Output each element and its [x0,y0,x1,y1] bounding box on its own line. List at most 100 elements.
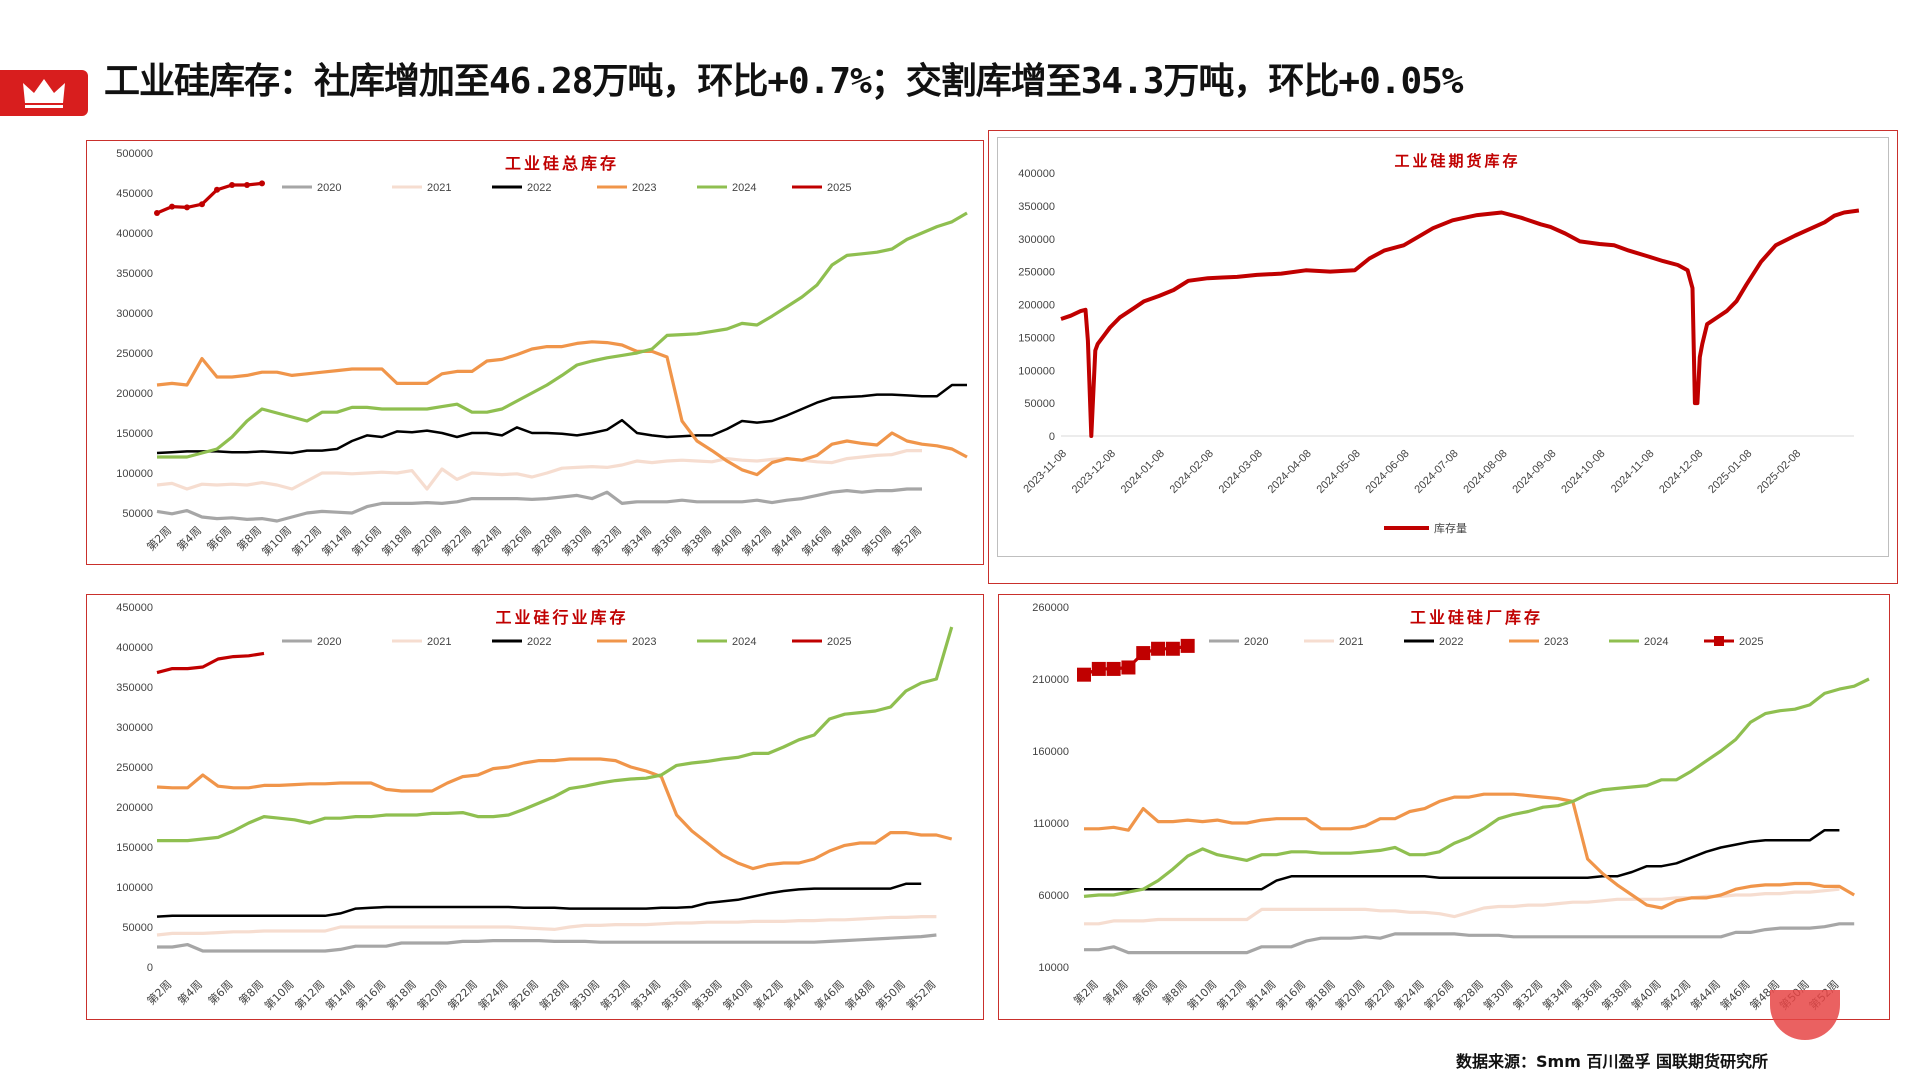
legend-label: 2021 [427,182,451,194]
data-point [214,186,220,193]
y-tick-label: 200000 [1018,300,1055,312]
x-tick-label: 第22周 [439,523,474,558]
series-line-inventory [1060,208,1860,438]
x-tick-label: 2024-10-08 [1559,448,1607,496]
y-tick-label: 350000 [116,268,153,280]
data-point [169,203,175,210]
legend-label: 2024 [732,636,756,648]
legend-label: 2025 [827,636,851,648]
series-line-2023 [156,340,968,477]
x-tick-label: 第40周 [1628,977,1663,1012]
x-tick-label: 第2周 [1071,977,1101,1007]
x-tick-label: 第6周 [1130,977,1160,1007]
y-tick-label: 110000 [1033,818,1069,830]
series-line-2022 [1084,828,1840,891]
x-tick-label: 第2周 [144,523,174,553]
data-point [1121,660,1136,675]
x-tick-label: 2024-01-08 [1119,448,1167,496]
x-tick-label: 第22周 [445,977,480,1012]
x-tick-label: 第10周 [259,523,294,558]
chart-panel-total: 500000 450000 400000 350000 300000 250000 2000… [86,140,984,565]
x-tick-label: 第34周 [1540,977,1575,1012]
legend-label: 2024 [732,182,756,194]
y-tick-label: 250000 [116,348,153,360]
x-tick-label: 第6周 [205,977,235,1007]
x-tick-label: 第18周 [384,977,419,1012]
data-point [1077,667,1091,682]
data-point [199,201,205,208]
x-tick-label: 第50周 [873,977,908,1012]
y-tick-label: 50000 [122,922,153,934]
data-point [1165,641,1180,656]
x-tick-label: 第36周 [659,977,694,1012]
legend-label: 2024 [1644,636,1668,648]
x-tick-label: 第14周 [1243,977,1278,1012]
x-tick-label: 第46周 [1717,977,1752,1012]
legend-label: 2022 [527,182,551,194]
data-point [1151,641,1166,656]
x-tick-label: 第32周 [589,523,624,558]
x-tick-label: 第24周 [469,523,504,558]
series-line-2020 [157,933,937,953]
data-point [1180,638,1195,653]
x-tick-label: 第30周 [567,977,602,1012]
y-tick-label: 0 [147,962,153,974]
x-tick-label: 第26周 [1421,977,1456,1012]
x-tick-label: 第22周 [1362,977,1397,1012]
legend-label: 2022 [527,636,551,648]
x-tick-label: 2024-07-08 [1412,448,1460,496]
legend-label: 2023 [632,182,656,194]
chart-inner-frame [997,137,1889,557]
y-tick-label: 160000 [1032,746,1069,758]
x-tick-label: 第6周 [204,523,234,553]
x-tick-label: 第36周 [1569,977,1604,1012]
series-line-2022 [156,383,967,455]
y-tick-label: 300000 [116,722,153,734]
x-tick-label: 第26周 [499,523,534,558]
legend-label: 2020 [317,182,341,194]
x-tick-label: 第52周 [889,523,924,558]
data-point [229,182,235,188]
y-tick-label: 100000 [116,882,153,894]
x-tick-label: 第28周 [1451,977,1486,1012]
series-line-2024 [157,626,954,843]
data-point [1091,661,1106,676]
x-tick-label: 2024-05-08 [1315,448,1363,496]
x-tick-label: 第10周 [1184,977,1219,1012]
y-tick-label: 200000 [116,802,153,814]
series-line-2020 [156,487,922,523]
y-tick-label: 200000 [116,388,153,400]
chart-futures-inventory: 工业硅期货库存 400000 350000 300000 250000 200000 150… [1018,152,1860,535]
y-tick-label: 60000 [1038,890,1069,902]
corner-decoration [1770,990,1840,1040]
x-tick-label: 第14周 [322,977,357,1012]
x-tick-label: 第34周 [619,523,654,558]
y-tick-label: 450000 [116,602,153,614]
y-tick-label: 300000 [116,308,153,320]
x-tick-label: 第44周 [769,523,804,558]
y-tick-label: 250000 [116,762,153,774]
y-tick-label: 250000 [1018,267,1055,279]
x-tick-label: 第40周 [709,523,744,558]
y-tick-label: 400000 [116,642,153,654]
legend-label: 2020 [317,636,341,648]
series-line-2025 [156,651,265,675]
x-tick-label: 第10周 [261,977,296,1012]
chart-total-inventory: 500000 450000 400000 350000 300000 250000 2000… [116,148,968,559]
chart-industry-inventory: 450000 400000 350000 300000 250000 200000 1500… [116,602,954,1013]
x-tick-label: 第52周 [903,977,938,1012]
x-tick-label: 第14周 [319,523,354,558]
series-line-2021 [156,915,937,937]
x-tick-label: 第18周 [379,523,414,558]
chart-title: 工业硅总库存 [505,154,619,173]
x-tick-label: 2024-02-08 [1168,448,1216,496]
y-tick-label: 400000 [1018,168,1055,180]
legend-label: 2025 [1739,636,1763,648]
x-tick-label: 第4周 [174,523,204,553]
crown-icon [23,79,65,108]
x-tick-label: 第50周 [859,523,894,558]
x-tick-label: 第16周 [1273,977,1308,1012]
x-tick-label: 2024-09-08 [1510,448,1558,496]
y-tick-label: 50000 [1024,398,1055,410]
legend-label: 2022 [1439,636,1463,648]
